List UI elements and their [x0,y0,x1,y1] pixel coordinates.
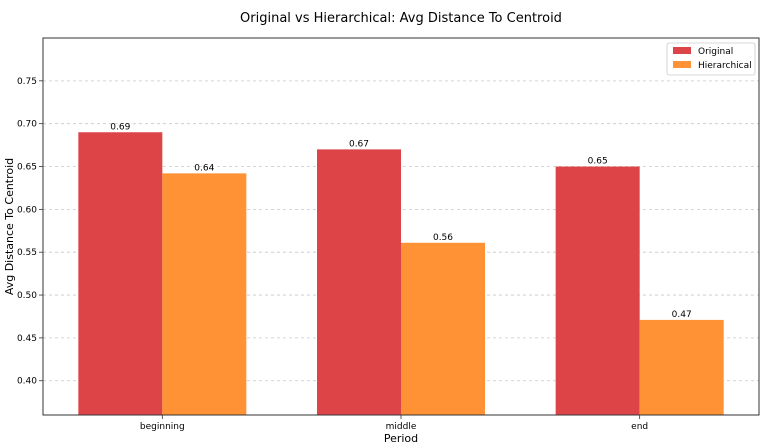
legend-label-hierarchical: Hierarchical [698,61,752,71]
y-tick-label: 0.55 [17,248,37,258]
data-label-original-beginning: 0.69 [110,122,130,132]
y-axis-ticks: 0.40 0.45 0.50 0.55 0.60 0.65 0.70 0.75 [17,77,43,387]
y-tick-label: 0.50 [17,291,37,301]
y-tick-label: 0.65 [17,163,37,173]
data-labels: 0.69 0.64 0.67 0.56 0.65 0.47 [110,122,691,320]
bar-hierarchical-end [639,319,724,415]
bars [78,132,724,416]
x-tick-label: end [631,422,648,432]
legend-swatch-original [673,47,691,54]
legend: Original Hierarchical [666,42,756,76]
legend-label-original: Original [698,47,733,57]
plot-frame [42,37,760,416]
bar-original-middle [317,149,401,416]
bar-hierarchical-beginning [162,173,247,415]
bar-original-beginning [78,132,163,415]
y-tick-label: 0.75 [17,77,37,87]
x-tick-label: middle [386,422,417,432]
x-axis-ticks: beginning middle end [140,415,648,432]
legend-swatch-hierarchical [673,61,691,68]
data-label-hierarchical-beginning: 0.64 [194,163,214,173]
data-label-hierarchical-middle: 0.56 [433,233,453,243]
y-tick-label: 0.40 [17,377,37,387]
data-label-original-end: 0.65 [588,157,608,167]
bar-hierarchical-middle [401,242,485,415]
bar-original-end [555,166,640,415]
chart-title: Original vs Hierarchical: Avg Distance T… [240,11,562,26]
y-tick-label: 0.70 [17,120,37,130]
y-tick-label: 0.60 [17,205,37,215]
y-tick-label: 0.45 [17,334,37,344]
data-label-original-middle: 0.67 [349,139,369,149]
x-tick-label: beginning [140,422,185,432]
y-axis-label: Avg Distance To Centroid [3,158,16,295]
x-axis-label: Period [384,432,418,445]
data-label-hierarchical-end: 0.47 [672,310,692,320]
